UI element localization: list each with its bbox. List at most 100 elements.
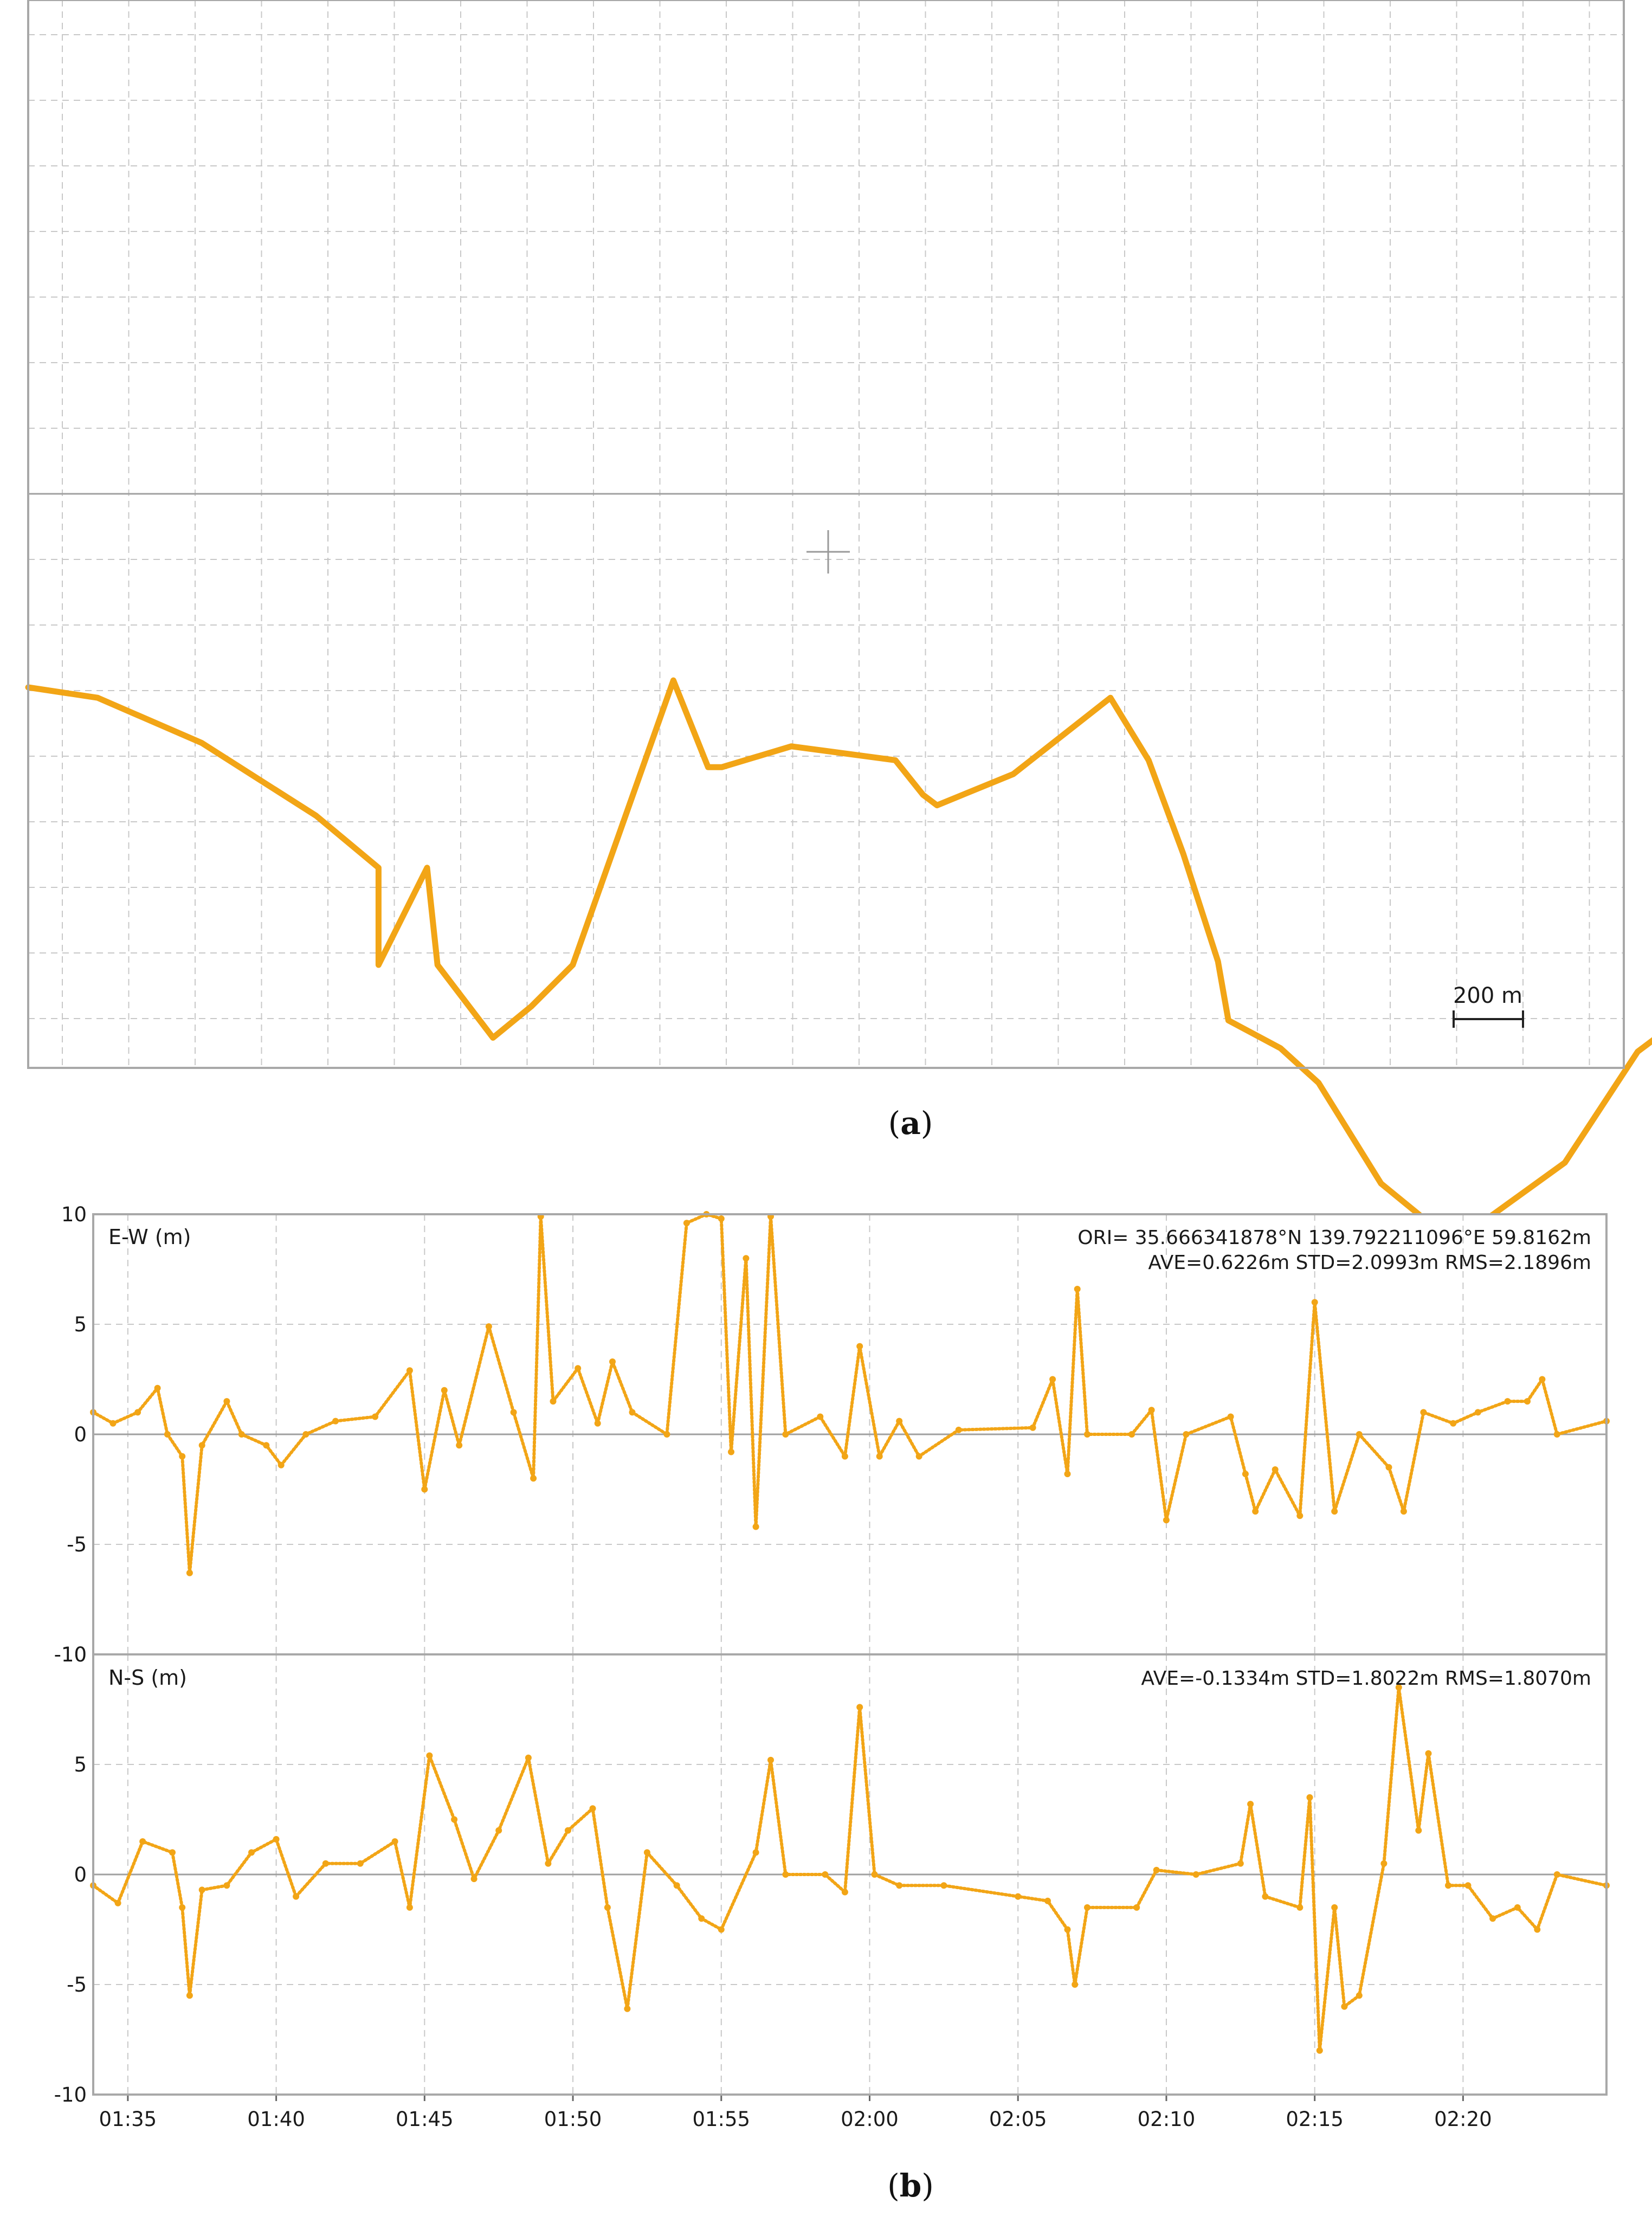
ew-data-point — [1128, 1431, 1135, 1438]
ew-data-point — [485, 1323, 492, 1330]
ns-grid — [93, 1654, 1606, 2095]
caption-a: (a) — [888, 1105, 933, 1142]
ew-data-point — [1049, 1376, 1056, 1383]
ns-data-point — [525, 1754, 532, 1761]
ns-data-point — [1153, 1866, 1160, 1873]
ns-data-point — [1380, 1860, 1388, 1867]
x-tick-label: 02:20 — [1434, 2108, 1492, 2131]
ew-data-point — [594, 1420, 601, 1427]
scale-bar-label: 200 m — [1453, 983, 1522, 1008]
ns-data-point — [822, 1871, 829, 1878]
ns-data-point — [114, 1899, 121, 1906]
ns-data-point — [1356, 1992, 1363, 1999]
ns-data-point — [1514, 1904, 1521, 1911]
ew-data-point — [1074, 1286, 1081, 1292]
panel-ns: 10 5 0 -5 -10 01:35 01:40 01:45 01:50 01:55 02:00… — [54, 1643, 1610, 2131]
ew-data-point — [441, 1387, 448, 1394]
ns-data-point — [1489, 1915, 1496, 1922]
ns-y-tick-label: 0 — [74, 1863, 87, 1886]
ns-data-point — [223, 1882, 230, 1889]
panel-a-track — [25, 677, 1652, 1256]
ew-data-point — [817, 1413, 824, 1420]
ns-annotation-line-1: AVE=-0.1334m STD=1.8022m RMS=1.8070m — [1141, 1667, 1591, 1690]
ns-data-point — [186, 1992, 193, 1999]
ew-data-point — [1163, 1517, 1170, 1524]
ns-data-point — [1534, 1926, 1541, 1933]
ew-data-point — [1539, 1376, 1546, 1383]
panel-a-frame — [27, 0, 1625, 1069]
ew-data-point — [955, 1426, 962, 1433]
ns-data-point — [643, 1849, 650, 1856]
caption-b: (b) — [887, 2167, 934, 2204]
ns-data-point — [698, 1915, 705, 1922]
ns-data-point — [1306, 1794, 1313, 1801]
ns-data-point — [322, 1860, 329, 1867]
ew-data-point — [915, 1453, 922, 1460]
ew-data-point — [372, 1413, 379, 1420]
ew-data-point — [186, 1569, 193, 1576]
ew-y-tick-label: 10 — [61, 1203, 87, 1226]
ns-data-point — [782, 1871, 789, 1878]
ns-data-point — [1192, 1871, 1199, 1878]
ew-data-point — [1450, 1420, 1457, 1427]
ns-data-point — [1395, 1684, 1402, 1691]
ew-data-point — [896, 1418, 903, 1425]
ns-data-point — [1237, 1860, 1244, 1867]
ns-data-point — [752, 1849, 759, 1856]
ew-data-point — [728, 1448, 734, 1455]
panel-ew: 10 5 0 -5 -10 E-W (m) ORI= 35.666341878°N 13… — [54, 1203, 1610, 1666]
x-tick-label: 02:10 — [1138, 2108, 1196, 2131]
ew-data-point — [1400, 1508, 1407, 1515]
ns-series-line — [92, 1685, 1608, 2052]
ew-data-point — [1311, 1299, 1318, 1306]
ns-data-point — [139, 1838, 146, 1845]
ew-data-point — [876, 1453, 883, 1460]
ns-data-point — [198, 1886, 205, 1893]
ew-data-point — [1064, 1471, 1071, 1478]
trajectory-line — [25, 677, 1652, 1256]
ns-data-point — [1553, 1871, 1560, 1878]
ew-y-tick-label: -5 — [67, 1533, 87, 1556]
x-tick-label: 02:00 — [841, 2108, 899, 2131]
ns-data-point — [1425, 1750, 1432, 1757]
caption-b-letter: b — [900, 2167, 922, 2204]
ew-data-point — [164, 1431, 171, 1438]
ns-data-point — [1133, 1904, 1140, 1911]
ew-data-point — [179, 1453, 186, 1460]
ns-data-point — [406, 1904, 413, 1911]
ns-data-point — [589, 1805, 596, 1812]
ns-data-point — [451, 1816, 458, 1823]
ns-data-point — [856, 1704, 863, 1711]
ew-data-point — [456, 1442, 463, 1449]
ew-data-point — [406, 1367, 413, 1374]
ew-data-point — [1385, 1464, 1392, 1471]
ew-data-point — [743, 1255, 750, 1262]
ew-data-point — [752, 1523, 759, 1530]
ns-data-point — [248, 1849, 255, 1856]
x-tick-label: 02:05 — [989, 2108, 1047, 2131]
ew-data-point — [134, 1409, 141, 1416]
ns-data-point — [1015, 1893, 1022, 1900]
ew-data-point — [841, 1453, 848, 1460]
ew-data-point — [609, 1358, 616, 1365]
ns-data-point — [1464, 1882, 1472, 1889]
ns-data-point — [673, 1882, 680, 1889]
ns-data-point — [1072, 1981, 1079, 1988]
ns-data-point — [545, 1860, 552, 1867]
center-crosshair — [806, 530, 850, 574]
ew-data-point — [1227, 1413, 1234, 1420]
ns-y-tick-label: 5 — [74, 1753, 87, 1776]
ew-data-point — [1553, 1431, 1560, 1438]
x-tick-label: 01:35 — [99, 2108, 157, 2131]
x-tick-label: 01:55 — [692, 2108, 750, 2131]
ew-y-tick-label: 5 — [74, 1313, 87, 1336]
ew-data-point — [683, 1220, 690, 1227]
ns-data-point — [1262, 1893, 1269, 1900]
x-tick-label: 02:15 — [1286, 2108, 1344, 2131]
ew-data-point — [1272, 1466, 1279, 1473]
ns-data-point — [1044, 1897, 1051, 1904]
ew-series — [90, 1211, 1610, 1576]
ns-data-point — [391, 1838, 398, 1845]
ew-data-point — [278, 1461, 285, 1468]
